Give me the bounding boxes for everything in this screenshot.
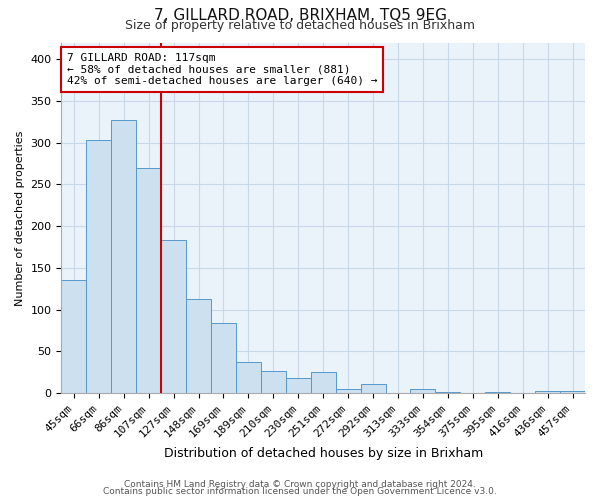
Text: Size of property relative to detached houses in Brixham: Size of property relative to detached ho… bbox=[125, 18, 475, 32]
X-axis label: Distribution of detached houses by size in Brixham: Distribution of detached houses by size … bbox=[164, 447, 483, 460]
Bar bbox=[186, 299, 211, 393]
Bar bbox=[261, 370, 286, 393]
Bar bbox=[111, 120, 136, 393]
Text: Contains HM Land Registry data © Crown copyright and database right 2024.: Contains HM Land Registry data © Crown c… bbox=[124, 480, 476, 489]
Bar bbox=[136, 168, 161, 393]
Text: 7 GILLARD ROAD: 117sqm
← 58% of detached houses are smaller (881)
42% of semi-de: 7 GILLARD ROAD: 117sqm ← 58% of detached… bbox=[67, 53, 377, 86]
Bar bbox=[410, 389, 436, 393]
Text: Contains public sector information licensed under the Open Government Licence v3: Contains public sector information licen… bbox=[103, 487, 497, 496]
Bar bbox=[560, 390, 585, 393]
Bar bbox=[361, 384, 386, 393]
Y-axis label: Number of detached properties: Number of detached properties bbox=[15, 130, 25, 306]
Bar bbox=[286, 378, 311, 393]
Bar bbox=[86, 140, 111, 393]
Bar bbox=[335, 389, 361, 393]
Bar bbox=[485, 392, 510, 393]
Bar bbox=[61, 280, 86, 393]
Bar bbox=[311, 372, 335, 393]
Bar bbox=[211, 323, 236, 393]
Bar bbox=[535, 390, 560, 393]
Bar bbox=[161, 240, 186, 393]
Bar bbox=[236, 362, 261, 393]
Text: 7, GILLARD ROAD, BRIXHAM, TQ5 9EG: 7, GILLARD ROAD, BRIXHAM, TQ5 9EG bbox=[154, 8, 446, 22]
Bar bbox=[436, 392, 460, 393]
